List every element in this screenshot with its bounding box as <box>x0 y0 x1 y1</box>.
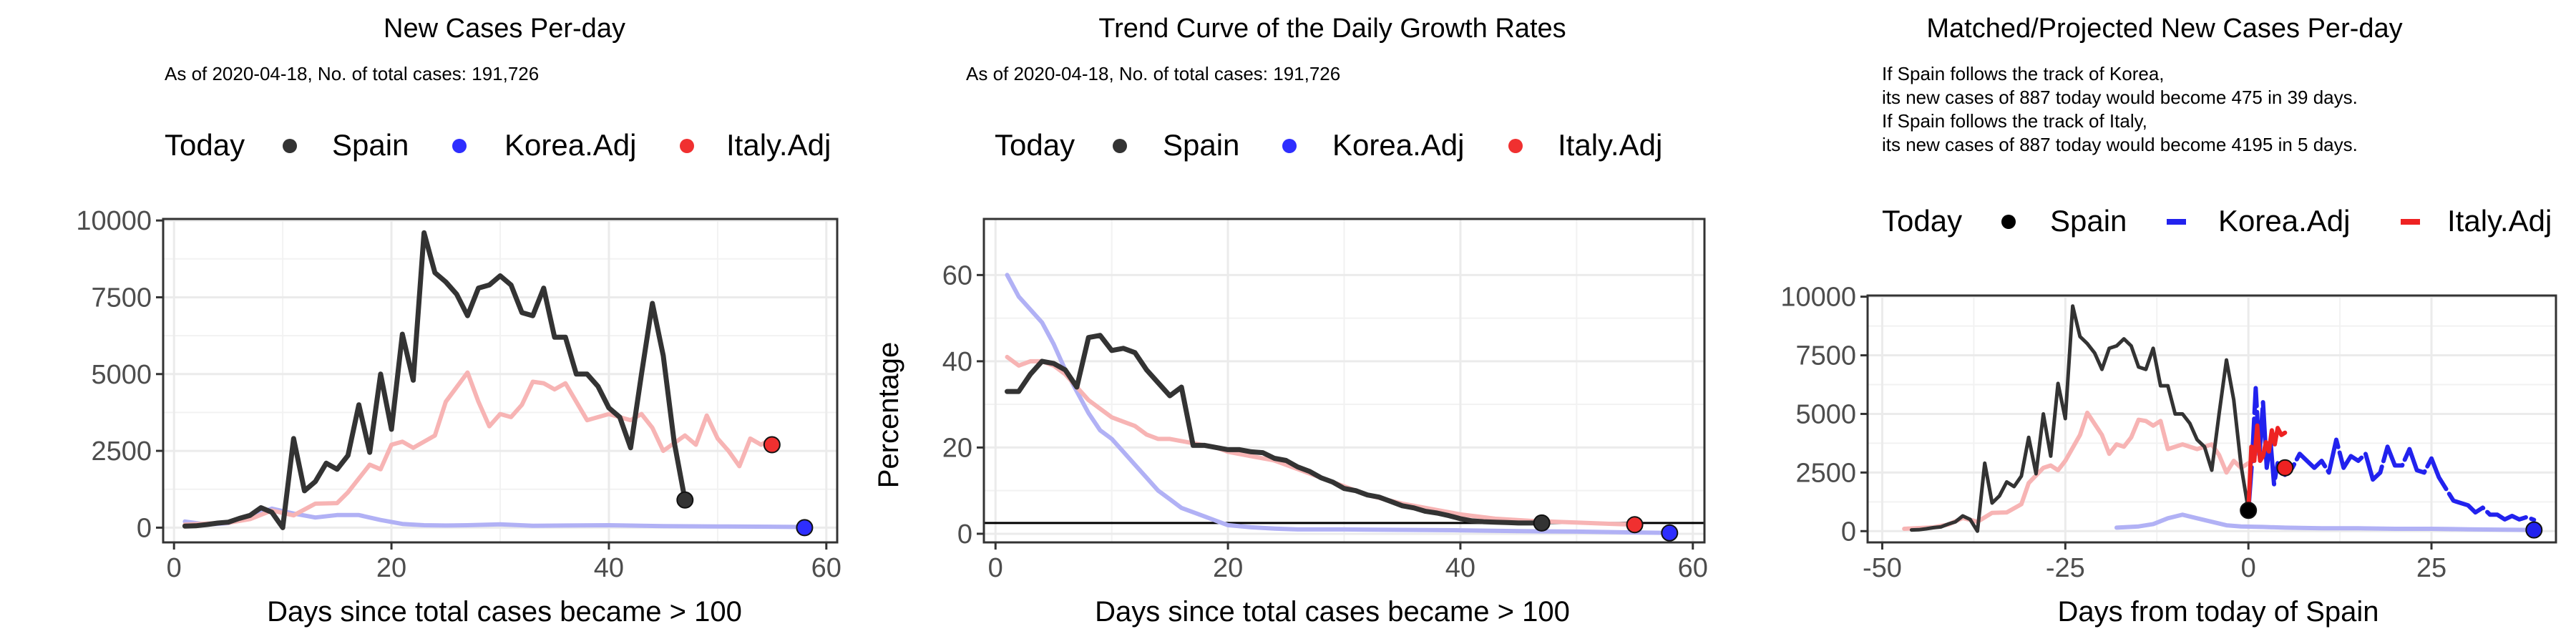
today-point-italy-adj <box>763 436 781 454</box>
y-tick-label: 7500 <box>91 283 152 313</box>
annotation-line: its new cases of 887 today would become … <box>1882 134 2358 155</box>
series-line-korea-adj-matched <box>2114 512 2537 532</box>
y-tick-label: 0 <box>1841 517 1856 547</box>
x-tick-label: 60 <box>811 553 841 583</box>
plot-border <box>982 218 1706 544</box>
series-line-italy-adj-projected <box>2246 423 2288 512</box>
x-axis-label: Days from today of Spain <box>2057 596 2379 628</box>
series-line-spain <box>1005 333 1545 526</box>
today-point-korea-adj <box>1661 524 1679 542</box>
y-tick-label: 10000 <box>76 206 152 236</box>
y-tick-label: 20 <box>942 433 972 463</box>
plot-area: 0 20 40 60 0 2500 5000 7500 10000 <box>76 206 841 583</box>
legend: Today Spain Korea.Adj Italy.Adj <box>995 128 1662 162</box>
panel-new-cases: New Cases Per-day As of 2020-04-18, No. … <box>76 14 841 628</box>
today-point-korea-adj <box>2525 521 2543 539</box>
series-line-spain <box>1909 304 2250 533</box>
chart-title: Trend Curve of the Daily Growth Rates <box>1098 14 1566 44</box>
x-tick-label: 40 <box>594 553 624 583</box>
panel-growth-rates: Trend Curve of the Daily Growth Rates As… <box>873 14 1708 628</box>
plot-area: 0 20 40 60 0 20 40 60 <box>942 218 1708 583</box>
plot-background <box>1868 296 2556 542</box>
x-tick-label: -50 <box>1863 553 1902 583</box>
legend-label-spain: Spain <box>332 128 409 162</box>
y-tick-label: 60 <box>942 260 972 291</box>
y-tick-label: 5000 <box>1795 399 1856 429</box>
legend-title: Today <box>165 128 245 162</box>
today-point-spain <box>676 491 694 509</box>
legend-key-korea <box>452 139 467 153</box>
legend-label-spain: Spain <box>1163 128 1239 162</box>
x-tick-label: -25 <box>2046 553 2085 583</box>
x-axis-label: Days since total cases became > 100 <box>267 596 742 628</box>
legend-key-spain <box>283 139 297 153</box>
x-axis-label: Days since total cases became > 100 <box>1095 596 1570 628</box>
series-line-korea-adj-projected <box>2246 386 2537 522</box>
legend-key-italy <box>1508 139 1523 153</box>
legend-label-italy: Italy.Adj <box>2447 204 2552 238</box>
legend-key-spain <box>2001 215 2016 229</box>
y-tick-label: 10000 <box>1780 283 1856 313</box>
chart-title: Matched/Projected New Cases Per-day <box>1926 14 2402 44</box>
legend-label-korea: Korea.Adj <box>1332 128 1464 162</box>
legend-label-spain: Spain <box>2050 204 2127 238</box>
annotation: If Spain follows the track of Korea, its… <box>1882 63 2358 155</box>
series-line-spain <box>182 230 688 530</box>
today-point-korea-adj <box>796 519 814 537</box>
x-tick-label: 0 <box>2241 553 2256 583</box>
chart-subtitle: As of 2020-04-18, No. of total cases: 19… <box>966 63 1340 84</box>
today-point-italy-adj <box>2276 459 2294 477</box>
legend-label-korea: Korea.Adj <box>504 128 636 162</box>
y-tick-label: 0 <box>137 513 152 543</box>
series-line-korea-adj <box>1005 273 1672 535</box>
y-tick-label: 2500 <box>91 436 152 467</box>
legend-title: Today <box>1882 204 1962 238</box>
x-tick-label: 20 <box>1213 553 1243 583</box>
y-tick-label: 0 <box>957 519 972 550</box>
annotation-line: its new cases of 887 today would become … <box>1882 87 2358 108</box>
annotation-line: If Spain follows the track of Italy, <box>1882 110 2147 132</box>
y-tick-label: 7500 <box>1795 341 1856 371</box>
y-tick-label: 40 <box>942 347 972 377</box>
chart-subtitle: As of 2020-04-18, No. of total cases: 19… <box>165 63 539 84</box>
legend-key-korea <box>1282 139 1297 153</box>
today-point-italy-adj <box>1626 516 1644 534</box>
series-line-korea-adj <box>182 506 807 530</box>
legend-key-spain <box>1113 139 1127 153</box>
plot-area: -50 -25 0 25 0 2500 5000 7500 10000 <box>1780 283 2557 583</box>
legend: Today Spain Korea.Adj Italy.Adj <box>1882 204 2552 238</box>
x-tick-label: 20 <box>376 553 406 583</box>
x-tick-label: 0 <box>988 553 1003 583</box>
chart-title: New Cases Per-day <box>384 14 625 44</box>
plot-border <box>162 218 839 544</box>
legend-label-italy: Italy.Adj <box>1558 128 1662 162</box>
x-tick-label: 40 <box>1445 553 1475 583</box>
legend: Today Spain Korea.Adj Italy.Adj <box>165 128 831 162</box>
annotation-line: If Spain follows the track of Korea, <box>1882 63 2165 84</box>
legend-label-italy: Italy.Adj <box>726 128 831 162</box>
today-point-spain <box>2240 502 2258 519</box>
legend-label-korea: Korea.Adj <box>2218 204 2350 238</box>
x-tick-label: 0 <box>167 553 182 583</box>
y-tick-label: 5000 <box>91 360 152 390</box>
legend-title: Today <box>995 128 1075 162</box>
today-point-spain <box>1533 514 1551 532</box>
panel-projected: Matched/Projected New Cases Per-day If S… <box>1780 14 2557 628</box>
y-axis-label: Percentage <box>873 342 904 489</box>
series-line-italy-adj <box>182 370 774 527</box>
x-tick-label: 60 <box>1678 553 1708 583</box>
y-tick-label: 2500 <box>1795 458 1856 488</box>
x-tick-label: 25 <box>2416 553 2446 583</box>
plot-border <box>1866 294 2557 544</box>
legend-key-italy <box>680 139 694 153</box>
